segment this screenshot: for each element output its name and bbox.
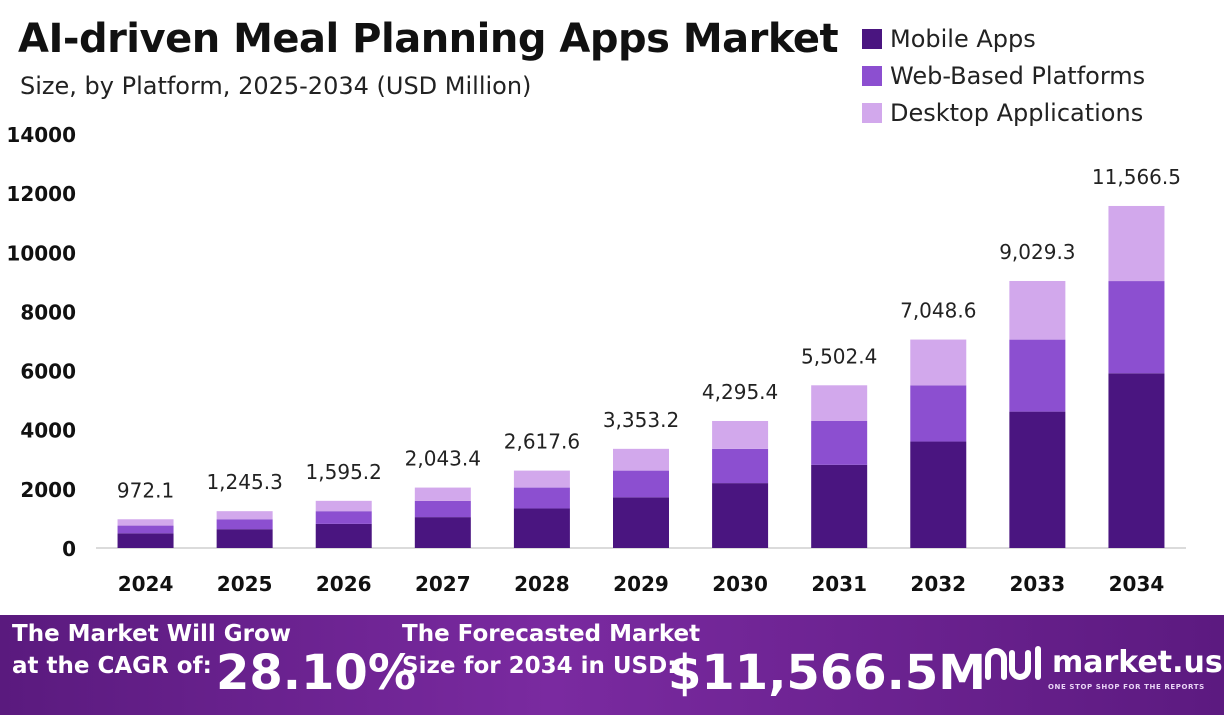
x-tick-label: 2031 xyxy=(811,572,867,596)
forecast-caption-line2: Size for 2034 in USD: xyxy=(402,653,677,679)
bar-segment-web-based-platforms xyxy=(910,385,967,442)
x-tick-label: 2026 xyxy=(316,572,372,596)
y-tick-label: 2000 xyxy=(20,478,76,502)
bar-chart: 0 2000 4000 6000 8000 10000 12000 14000 972.1 202… xyxy=(6,123,1186,596)
forecast-caption-line1: The Forecasted Market xyxy=(402,621,701,647)
bar-segment-web-based-platforms xyxy=(811,420,868,465)
total-value-label: 4,295.4 xyxy=(702,380,778,404)
bar-segment-desktop-applications xyxy=(1009,280,1066,340)
x-tick-label: 2029 xyxy=(613,572,669,596)
bar-segment-web-based-platforms xyxy=(414,500,471,518)
legend-swatch-mobile-apps xyxy=(862,28,882,49)
legend-swatch-web-based-platforms xyxy=(862,65,882,86)
bar-segment-desktop-applications xyxy=(216,511,273,520)
bar-segment-desktop-applications xyxy=(1108,205,1165,282)
bar-segment-desktop-applications xyxy=(414,487,471,501)
bar-segment-mobile-apps xyxy=(712,483,769,548)
bar-segment-mobile-apps xyxy=(414,517,471,548)
cagr-value: 28.10% xyxy=(216,645,416,701)
x-tick-label: 2024 xyxy=(118,572,174,596)
bar-segment-web-based-platforms xyxy=(513,487,570,509)
x-tick-label: 2027 xyxy=(415,572,471,596)
legend-label-mobile-apps: Mobile Apps xyxy=(890,24,1036,53)
bar-segment-mobile-apps xyxy=(1108,373,1165,548)
y-tick-label: 8000 xyxy=(20,300,76,324)
legend-label-desktop-applications: Desktop Applications xyxy=(890,98,1144,127)
legend-swatch-desktop-applications xyxy=(862,102,882,123)
chart-legend: Mobile Apps Web-Based Platforms Desktop … xyxy=(862,20,1145,131)
bar-segment-mobile-apps xyxy=(613,497,669,548)
bar-segment-desktop-applications xyxy=(315,500,372,512)
bar-segment-desktop-applications xyxy=(513,470,570,488)
total-value-label: 972.1 xyxy=(117,478,174,502)
y-tick-label: 6000 xyxy=(20,360,76,384)
bar-segment-desktop-applications xyxy=(712,420,769,449)
bar-segment-mobile-apps xyxy=(117,533,174,548)
x-tick-label: 2030 xyxy=(712,572,768,596)
total-value-label: 1,245.3 xyxy=(206,470,282,494)
bar-segment-mobile-apps xyxy=(811,464,868,548)
legend-item-web-based-platforms: Web-Based Platforms xyxy=(862,57,1145,94)
bar-segment-web-based-platforms xyxy=(712,448,769,484)
chart-subtitle: Size, by Platform, 2025-2034 (USD Millio… xyxy=(20,72,532,100)
bar-segment-mobile-apps xyxy=(513,508,570,548)
bar-segment-web-based-platforms xyxy=(613,470,669,498)
bar-segment-mobile-apps xyxy=(216,529,273,548)
cagr-caption-line2: at the CAGR of: xyxy=(12,653,212,679)
bar-segment-desktop-applications xyxy=(910,339,967,386)
total-value-label: 11,566.5 xyxy=(1092,165,1181,189)
market-us-logo-icon xyxy=(985,646,1041,680)
x-tick-label: 2033 xyxy=(1010,572,1066,596)
forecast-value: $11,566.5M xyxy=(668,645,987,701)
bar-segment-web-based-platforms xyxy=(117,525,174,534)
legend-item-desktop-applications: Desktop Applications xyxy=(862,94,1145,131)
brand-name: market.us xyxy=(1052,645,1223,680)
bar-segment-desktop-applications xyxy=(811,385,868,421)
total-value-label: 5,502.4 xyxy=(801,344,877,368)
bar-segment-mobile-apps xyxy=(1009,411,1066,548)
y-tick-label: 12000 xyxy=(6,182,76,206)
legend-item-mobile-apps: Mobile Apps xyxy=(862,20,1145,57)
bar-segment-web-based-platforms xyxy=(1009,339,1066,412)
x-tick-label: 2028 xyxy=(514,572,570,596)
bar-segment-desktop-applications xyxy=(117,519,174,526)
x-tick-label: 2025 xyxy=(217,572,273,596)
y-tick-label: 10000 xyxy=(6,241,76,265)
chart-title: AI-driven Meal Planning Apps Market xyxy=(18,16,839,62)
bar-segment-desktop-applications xyxy=(613,448,669,471)
total-value-label: 2,043.4 xyxy=(405,447,481,471)
bar-segment-mobile-apps xyxy=(315,523,372,548)
bar-segment-web-based-platforms xyxy=(315,511,372,524)
cagr-caption-line1: The Market Will Grow xyxy=(12,621,291,647)
total-value-label: 2,617.6 xyxy=(504,430,580,454)
total-value-label: 3,353.2 xyxy=(603,408,679,432)
total-value-label: 1,595.2 xyxy=(306,460,382,484)
bar-segment-web-based-platforms xyxy=(216,519,273,530)
summary-banner: The Market Will Grow at the CAGR of: 28.… xyxy=(0,615,1224,715)
legend-label-web-based-platforms: Web-Based Platforms xyxy=(890,61,1146,90)
total-value-label: 7,048.6 xyxy=(900,299,976,323)
total-value-label: 9,029.3 xyxy=(999,240,1075,264)
y-tick-label: 0 xyxy=(62,537,76,561)
bar-segment-web-based-platforms xyxy=(1108,281,1165,374)
x-tick-label: 2034 xyxy=(1109,572,1165,596)
y-tick-label: 4000 xyxy=(20,419,76,443)
brand-tagline: ONE STOP SHOP FOR THE REPORTS xyxy=(1048,683,1205,691)
x-tick-label: 2032 xyxy=(910,572,966,596)
y-tick-label: 14000 xyxy=(6,123,76,147)
bar-segment-mobile-apps xyxy=(910,441,967,548)
